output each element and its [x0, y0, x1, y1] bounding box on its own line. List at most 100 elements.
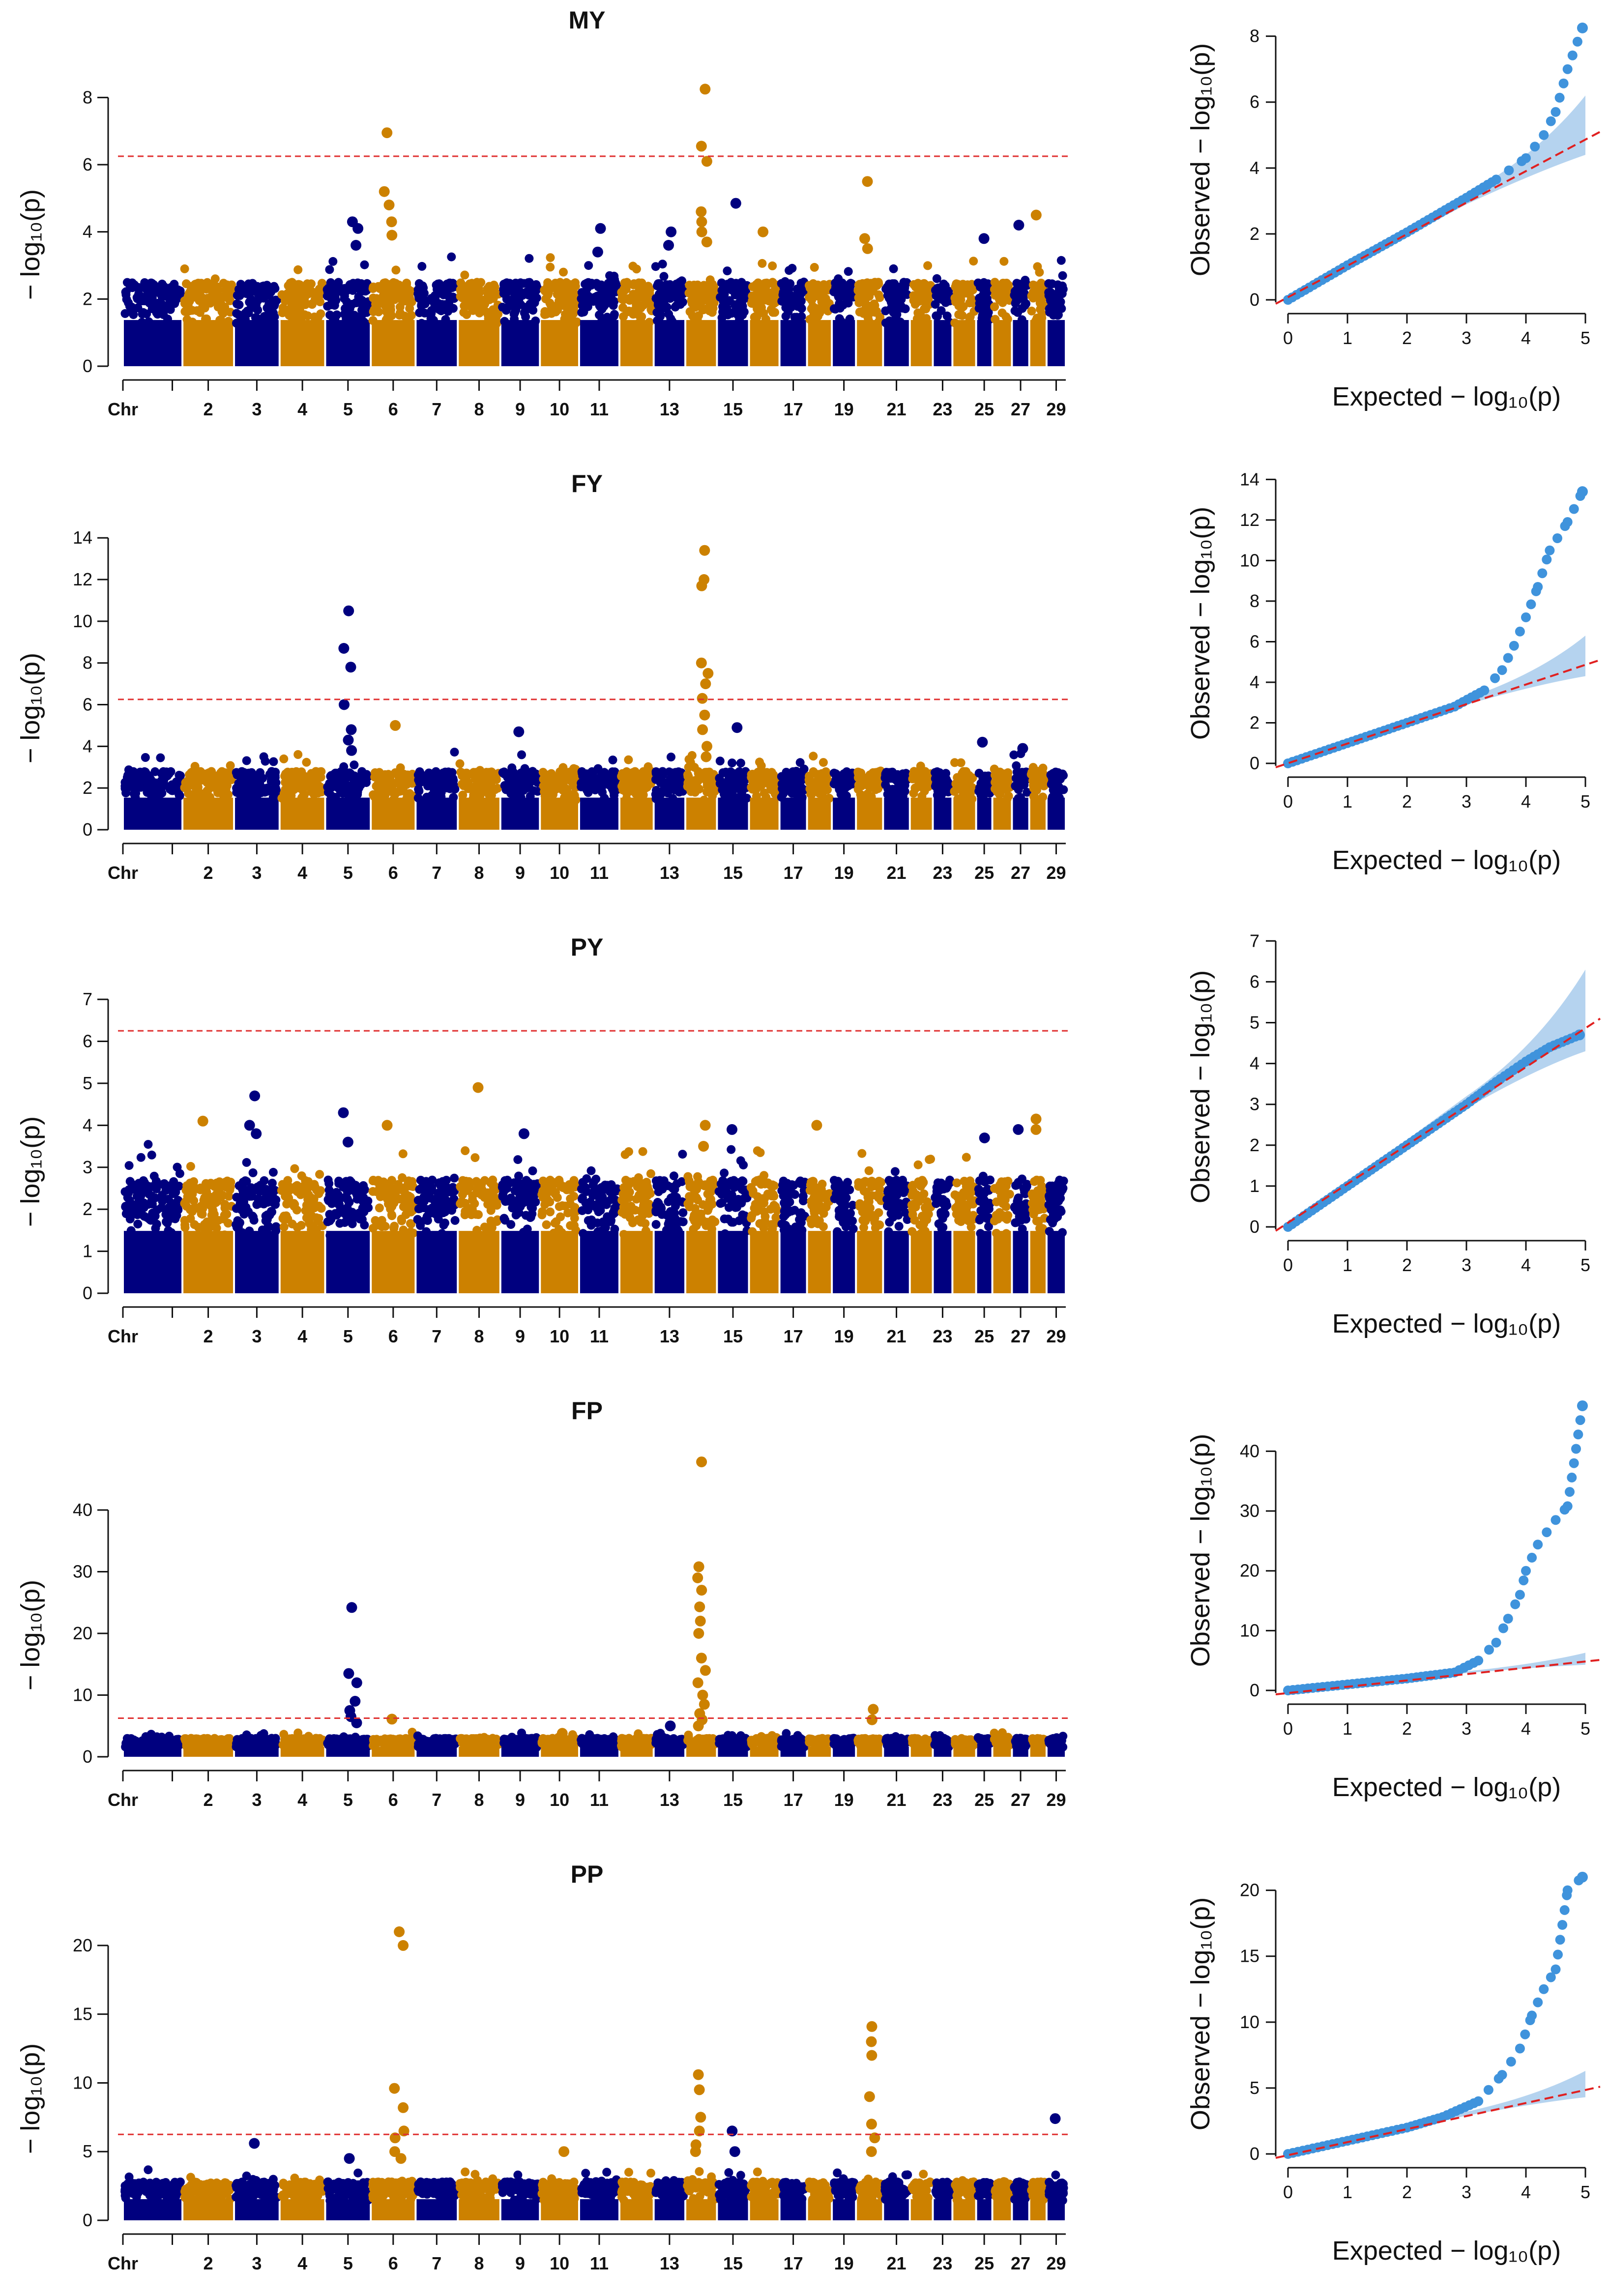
snp-point	[525, 783, 533, 792]
snp-point	[413, 290, 422, 298]
snp-point	[137, 1153, 146, 1162]
snp-point	[387, 782, 396, 790]
snp-point	[467, 1210, 476, 1219]
x-tick-label: 4	[1521, 328, 1531, 348]
snp-point	[931, 300, 940, 309]
snp-point	[840, 292, 848, 301]
qq-point	[1569, 504, 1579, 514]
snp-point	[334, 1191, 343, 1199]
qq-point	[1537, 568, 1547, 578]
snp-point	[510, 315, 519, 323]
snp-point	[512, 306, 521, 315]
snp-dense-block	[326, 1231, 370, 1293]
x-tick-label: 25	[974, 863, 994, 883]
snp-point	[307, 300, 316, 309]
snp-point	[234, 779, 243, 788]
snp-point	[423, 1212, 432, 1221]
snp-point	[991, 315, 999, 324]
snp-point	[240, 1210, 249, 1219]
snp-point	[471, 774, 480, 783]
snp-point	[920, 774, 929, 783]
snp-point	[475, 309, 484, 318]
snp-point	[280, 789, 289, 798]
snp-point	[954, 310, 963, 319]
snp-point	[293, 750, 302, 759]
snp-point	[551, 282, 559, 291]
snp-point	[841, 783, 849, 792]
snp-point	[125, 1161, 134, 1170]
snp-point	[148, 286, 157, 295]
snp-point	[141, 753, 150, 762]
snp-point	[436, 302, 444, 311]
y-tick-label: 4	[83, 1115, 92, 1135]
snp-point	[577, 308, 586, 317]
snp-point	[551, 1190, 559, 1198]
snp-point	[416, 1176, 425, 1185]
snp-point	[461, 769, 469, 778]
snp-point	[758, 259, 766, 268]
snp-point	[819, 758, 828, 767]
snp-dense-block	[183, 798, 233, 830]
snp-point	[360, 285, 369, 294]
y-tick-label: 6	[83, 154, 92, 174]
x-tick-label: 19	[834, 863, 854, 883]
snp-point	[624, 1181, 633, 1190]
snp-peak-point	[702, 156, 712, 167]
snp-point	[245, 1226, 254, 1235]
snp-dense-block	[977, 320, 992, 366]
x-tick-label: 1	[1343, 328, 1352, 348]
snp-point	[138, 308, 147, 317]
x-tick-label: 19	[834, 399, 854, 419]
x-tick-label: 2	[204, 399, 213, 419]
x-tick-label: 1	[1343, 791, 1352, 812]
snp-peak-point	[702, 741, 712, 752]
y-tick-label: 12	[73, 569, 92, 589]
snp-point	[943, 312, 952, 320]
snp-peak-point	[696, 141, 707, 151]
snp-dense-block	[781, 320, 806, 366]
snp-point	[857, 782, 866, 790]
snp-point	[639, 767, 648, 776]
snp-point	[432, 767, 440, 776]
snp-point	[402, 279, 411, 288]
snp-point	[607, 1195, 615, 1204]
snp-points	[120, 545, 1068, 830]
snp-point	[1049, 311, 1058, 320]
snp-dense-block	[372, 320, 414, 366]
x-tick-label: 17	[784, 399, 803, 419]
snp-point	[522, 1211, 530, 1220]
y-tick-label: 12	[1240, 510, 1259, 530]
snp-point	[325, 1210, 334, 1219]
x-tick-label: 5	[343, 399, 353, 419]
snp-point	[796, 284, 805, 292]
snp-point	[262, 1217, 270, 1225]
qq-x-axis-label: Expected − log₁₀(p)	[1332, 382, 1561, 411]
qq-y-axis-label: Observed − log₁₀(p)	[1186, 43, 1215, 276]
snp-point	[922, 314, 931, 323]
snp-point	[197, 1209, 206, 1218]
snp-dense-block	[1013, 320, 1028, 366]
y-tick-label: 2	[83, 778, 92, 798]
snp-point	[954, 794, 963, 803]
y-axis-label: − log₁₀(p)	[16, 653, 45, 763]
snp-point	[635, 794, 644, 803]
qq-x-axis-label: Expected − log₁₀(p)	[1332, 845, 1561, 875]
snp-peak-point	[862, 243, 873, 254]
snp-peak-point	[862, 176, 873, 187]
snp-point	[546, 253, 555, 262]
qq-point	[1539, 130, 1549, 140]
snp-dense-block	[1048, 798, 1065, 830]
snp-point	[401, 1189, 410, 1198]
snp-point	[222, 1210, 231, 1219]
y-tick-label: 6	[83, 695, 92, 715]
snp-point	[689, 1225, 698, 1234]
snp-peak-point	[701, 752, 711, 762]
snp-point	[955, 301, 964, 310]
snp-peak-point	[346, 745, 357, 756]
snp-point	[1000, 293, 1009, 302]
snp-point	[609, 756, 617, 764]
snp-point	[174, 1206, 182, 1215]
